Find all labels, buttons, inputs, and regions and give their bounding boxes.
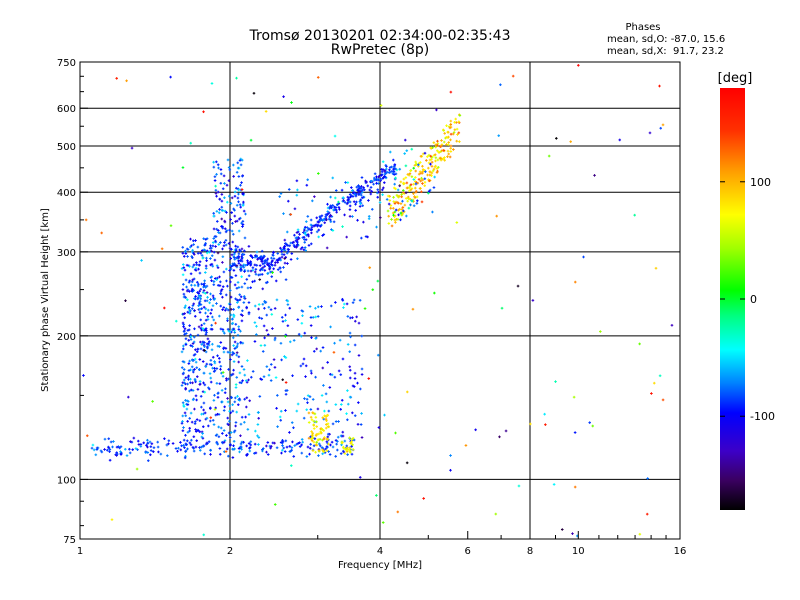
x-tick-label: 8 xyxy=(527,546,533,557)
colorbar-tick-label: 100 xyxy=(750,176,771,189)
y-tick-label: 400 xyxy=(57,188,76,199)
x-tick-label: 6 xyxy=(465,546,471,557)
gridlines xyxy=(80,62,680,539)
y-tick-label: 75 xyxy=(63,535,76,546)
x-axis-ticks: 1 2 4 6 8 10 16 xyxy=(77,531,687,557)
y-tick-label: 100 xyxy=(57,475,76,486)
y-axis-ticks: 75 100 200 300 400 500 600 750 xyxy=(57,58,88,546)
stats-line-o: mean, sd,O: -87.0, 15.6 xyxy=(607,34,725,45)
y-tick-label: 500 xyxy=(57,142,76,153)
y-tick-label: 200 xyxy=(57,332,76,343)
stats-line-x: mean, sd,X: 91.7, 23.2 xyxy=(607,46,724,57)
x-tick-label: 16 xyxy=(674,546,687,557)
x-axis-label: Frequency [MHz] xyxy=(338,560,422,571)
colorbar-ticks: 100 0 -100 xyxy=(720,176,775,423)
x-tick-label: 2 xyxy=(227,546,233,557)
x-tick-label: 10 xyxy=(572,546,585,557)
data-points xyxy=(82,64,674,538)
chart-title-line2: RwPretec (8p) xyxy=(331,42,429,58)
y-tick-label: 600 xyxy=(57,104,76,115)
y-tick-label: 750 xyxy=(57,58,76,69)
colorbar-unit: [deg] xyxy=(718,71,753,86)
chart-title-line1: Tromsø 20130201 02:34:00-02:35:43 xyxy=(249,28,511,44)
colorbar-tick-label: 0 xyxy=(750,293,757,306)
stats-title: Phases xyxy=(625,22,660,33)
y-tick-label: 300 xyxy=(57,248,76,259)
colorbar-tick-label: -100 xyxy=(750,410,775,423)
x-tick-label: 4 xyxy=(377,546,383,557)
y-axis-label: Stationary phase Virtual Height [km] xyxy=(40,208,51,392)
x-tick-label: 1 xyxy=(77,546,83,557)
